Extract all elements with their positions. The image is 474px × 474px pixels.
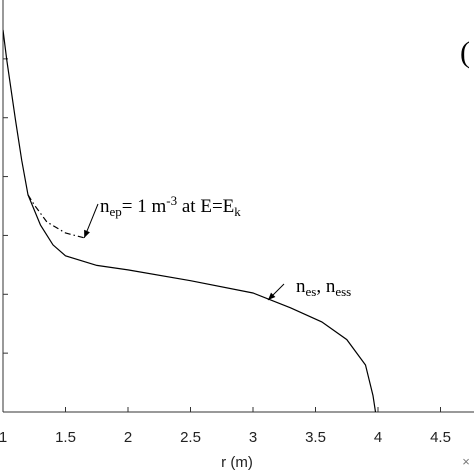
x-tick-label: 4 xyxy=(374,429,382,446)
x-tick-label: 2 xyxy=(124,429,132,446)
annotation-part: = 1 m xyxy=(122,196,167,217)
annotation-part: n xyxy=(100,196,110,217)
annotation-part: ep xyxy=(110,204,122,219)
panel-label: ( xyxy=(460,36,470,69)
x-tick-label: 2.5 xyxy=(180,429,201,446)
annotation-part: n xyxy=(296,276,306,297)
x-tick-label: 3 xyxy=(249,429,257,446)
x-tick-label: 1.5 xyxy=(55,429,76,446)
x-tick-label: 4.5 xyxy=(430,429,451,446)
x-axis-label: r (m) xyxy=(221,454,253,471)
line-series xyxy=(3,29,377,412)
arrow-head xyxy=(84,229,90,238)
annotation-part: , n xyxy=(316,276,336,297)
annotation-part: k xyxy=(234,204,241,219)
annotation: nep= 1 m-3 at E=Ek xyxy=(100,193,241,219)
annotation-part: ess xyxy=(335,284,351,299)
x-tick-label: 1 xyxy=(0,429,7,446)
corner-mark: × xyxy=(462,454,470,469)
annotation-part: -3 xyxy=(166,193,177,208)
annotation-part: es xyxy=(306,284,317,299)
arrow-head xyxy=(268,292,276,300)
x-tick-label: 3.5 xyxy=(305,429,326,446)
annotation-part: at E=E xyxy=(177,196,234,217)
annotation: nes, ness xyxy=(296,276,351,299)
